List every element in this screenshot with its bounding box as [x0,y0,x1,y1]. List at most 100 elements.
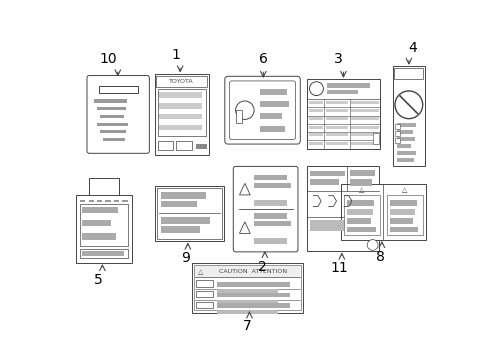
Text: 10: 10 [100,52,117,66]
Text: 3: 3 [333,52,342,66]
Bar [393,68,423,78]
Text: CAUTION  ATTENTION: CAUTION ATTENTION [219,269,286,274]
Bar [254,221,290,226]
Bar [97,199,102,202]
Bar [396,123,415,127]
Bar [389,218,413,224]
Bar [306,80,380,149]
Bar [349,170,374,176]
Bar [99,86,138,93]
Bar [97,107,125,110]
Bar [217,300,277,303]
Bar [350,117,378,120]
Bar [389,199,416,206]
FancyBboxPatch shape [233,166,297,252]
Text: 2: 2 [258,260,266,274]
Bar [308,109,322,112]
Bar [197,292,212,297]
Bar [196,144,207,149]
Bar [156,76,207,87]
Bar [161,201,197,207]
Bar [350,142,378,145]
Bar [157,188,221,239]
FancyBboxPatch shape [229,81,295,139]
Bar [194,265,301,310]
Circle shape [366,239,377,250]
Bar [310,220,375,231]
Bar [105,199,111,202]
Bar [154,186,224,241]
Bar [394,124,399,129]
Bar [308,126,322,129]
Bar [254,183,290,188]
Bar [94,99,126,103]
Bar [217,293,289,297]
Bar [344,195,380,235]
Bar [82,251,123,256]
Polygon shape [239,222,250,233]
Bar [310,180,338,185]
Bar [396,151,415,155]
Bar [260,113,282,120]
Bar [349,180,371,186]
Bar [159,125,202,130]
Bar [349,203,369,209]
Bar [196,291,213,297]
Text: 8: 8 [375,249,384,264]
Polygon shape [239,183,250,195]
Bar [82,220,111,226]
Bar [346,218,370,224]
Bar [88,178,119,195]
Bar [97,122,127,126]
Bar [396,144,410,148]
Bar [159,103,202,109]
Bar [161,226,199,233]
Bar [325,117,347,120]
Bar [350,133,378,136]
Text: △: △ [401,187,406,193]
FancyBboxPatch shape [224,76,300,144]
Bar [308,117,322,120]
Bar [80,204,127,247]
Bar [76,195,131,263]
Bar [260,101,289,107]
Bar [217,282,289,287]
Text: 5: 5 [94,273,102,287]
Bar [194,266,300,276]
Bar [196,302,213,308]
Text: △: △ [198,269,203,275]
Bar [341,184,425,239]
Bar [217,310,277,314]
Bar [326,90,357,94]
Bar [235,110,241,122]
Bar [346,199,373,206]
Text: 11: 11 [330,261,348,275]
Bar [176,141,191,150]
Bar [325,142,347,145]
Bar [308,142,322,145]
Bar [392,66,424,166]
Bar [217,303,289,308]
Bar [122,199,127,202]
Bar [325,109,347,112]
Bar [372,133,378,144]
Text: 6: 6 [258,52,267,66]
Bar [82,233,115,239]
Bar [389,227,417,232]
Bar [100,115,124,118]
Bar [350,126,378,129]
Text: △: △ [359,187,364,193]
Bar [197,281,212,286]
Bar [254,238,287,244]
Bar [350,101,378,104]
Text: 9: 9 [181,251,190,265]
Bar [82,207,118,213]
Bar [158,141,173,150]
Bar [158,89,205,136]
Bar [254,199,287,206]
Bar [80,249,127,258]
Bar [326,83,369,88]
Bar [260,89,286,95]
Text: TOYOTA: TOYOTA [169,79,194,84]
Bar [103,138,125,141]
